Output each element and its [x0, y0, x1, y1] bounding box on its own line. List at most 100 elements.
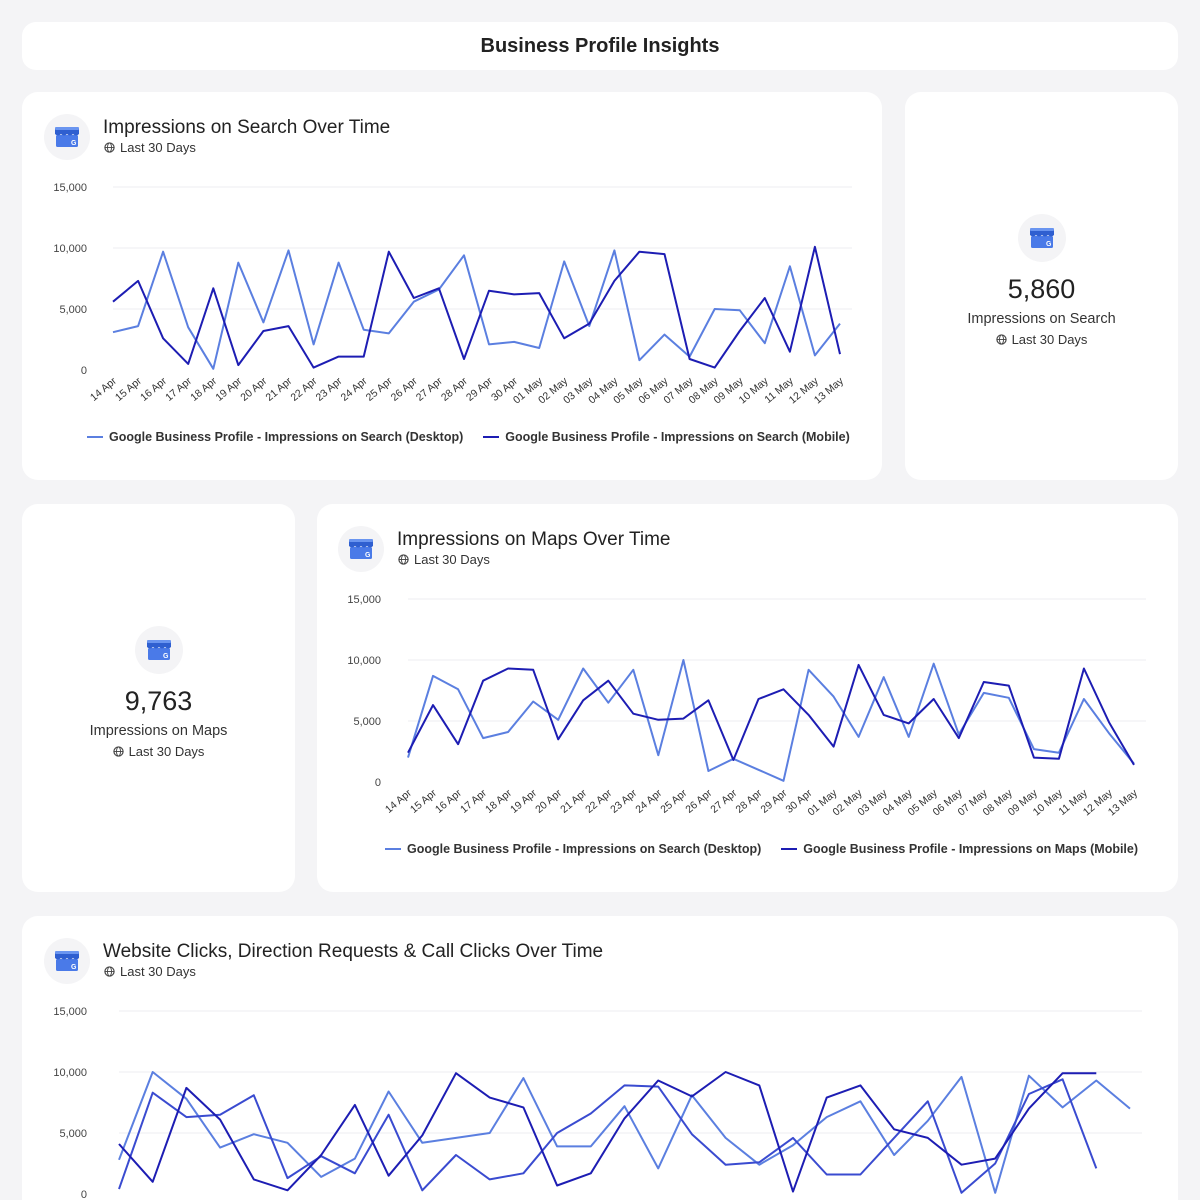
x-tick-label: 20 Apr [238, 375, 269, 404]
page-title: Business Profile Insights [480, 34, 720, 57]
x-tick-label: 18 Apr [483, 787, 514, 816]
x-tick-label: 15 Apr [408, 787, 439, 816]
x-tick-label: 19 Apr [213, 375, 244, 404]
series-line [118, 1071, 1131, 1194]
kpi-search: G 5,860 Impressions on Search Last 30 Da… [905, 214, 1178, 347]
globe-icon [104, 966, 115, 977]
x-tick-label: 14 Apr [383, 787, 414, 816]
google-business-profile-icon: G [44, 114, 90, 160]
globe-icon [112, 746, 124, 757]
legend-swatch [87, 436, 103, 438]
x-tick-label: 28 Apr [439, 375, 470, 404]
y-tick-label: 10,000 [53, 243, 87, 255]
x-tick-label: 23 Apr [314, 375, 345, 404]
x-tick-label: 20 Apr [533, 787, 564, 816]
globe-icon [398, 554, 409, 565]
maps-impressions-card: G Impressions on Maps Over Time Last 30 … [317, 504, 1178, 892]
x-tick-label: 14 Apr [88, 375, 119, 404]
legend-label: Google Business Profile - Impressions on… [803, 842, 1139, 856]
x-tick-label: 22 Apr [583, 787, 614, 816]
legend-item-desktop: Google Business Profile - Impressions on… [87, 430, 463, 444]
svg-text:G: G [71, 140, 77, 147]
chart-title: Impressions on Search Over Time [103, 117, 391, 138]
google-business-profile-icon: G [338, 526, 384, 572]
globe-icon [995, 334, 1007, 345]
x-tick-label: 27 Apr [708, 787, 739, 816]
x-tick-label: 25 Apr [658, 787, 689, 816]
legend-label: Google Business Profile - Impressions on… [407, 842, 762, 856]
y-tick-label: 5,000 [353, 716, 381, 728]
kpi-label: Impressions on Search [967, 311, 1116, 327]
series-line [118, 1078, 1098, 1194]
chart-period: Last 30 Days [398, 552, 490, 567]
series-line [407, 659, 1135, 782]
kpi-period-label: Last 30 Days [128, 744, 205, 759]
clicks-card: G Website Clicks, Direction Requests & C… [22, 916, 1178, 1200]
svg-text:G: G [163, 653, 169, 660]
kpi-period: Last 30 Days [995, 332, 1088, 347]
x-tick-label: 25 Apr [364, 375, 395, 404]
series-line [407, 663, 1135, 766]
y-tick-label: 15,000 [53, 1006, 87, 1018]
globe-icon [104, 142, 115, 153]
legend-swatch [385, 848, 401, 850]
kpi-period: Last 30 Days [112, 744, 205, 759]
x-tick-label: 13 May [812, 375, 847, 407]
series-line [112, 249, 841, 370]
x-tick-label: 16 Apr [433, 787, 464, 816]
x-tick-label: 19 Apr [508, 787, 539, 816]
x-tick-label: 29 Apr [464, 375, 495, 404]
google-business-profile-icon: G [1017, 214, 1066, 262]
kpi-value: 9,763 [124, 686, 193, 716]
chart-period: Last 30 Days [104, 964, 196, 979]
y-tick-label: 15,000 [347, 594, 381, 606]
y-tick-label: 10,000 [347, 655, 381, 667]
x-tick-label: 29 Apr [758, 787, 789, 816]
y-tick-label: 5,000 [59, 1128, 87, 1140]
legend-item-mobile: Google Business Profile - Impressions on… [483, 430, 850, 444]
x-tick-label: 21 Apr [558, 787, 589, 816]
clicks-chart: 0 5,000 10,000 15,000 [53, 1006, 1142, 1200]
google-business-profile-icon: G [44, 938, 90, 984]
series-line [118, 1071, 1097, 1193]
svg-text:G: G [365, 552, 371, 559]
y-tick-label: 15,000 [53, 182, 87, 194]
google-business-profile-icon: G [134, 626, 183, 674]
kpi-label: Impressions on Maps [89, 723, 228, 739]
y-tick-label: 0 [81, 365, 87, 377]
x-tick-label: 15 Apr [113, 375, 144, 404]
x-tick-label: 26 Apr [683, 787, 714, 816]
x-tick-label: 27 Apr [414, 375, 445, 404]
x-tick-label: 28 Apr [733, 787, 764, 816]
kpi-period-label: Last 30 Days [1011, 332, 1088, 347]
svg-text:G: G [71, 964, 77, 971]
y-tick-label: 0 [375, 777, 381, 789]
legend-swatch [781, 848, 798, 850]
chart-period-label: Last 30 Days [120, 964, 196, 979]
legend-label: Google Business Profile - Impressions on… [109, 430, 464, 444]
legend-item-mobile: Google Business Profile - Impressions on… [781, 842, 1138, 856]
kpi-card-search: G 5,860 Impressions on Search Last 30 Da… [905, 92, 1178, 480]
chart-period: Last 30 Days [104, 140, 196, 155]
chart-title: Website Clicks, Direction Requests & Cal… [103, 941, 604, 962]
kpi-maps: G 9,763 Impressions on Maps Last 30 Days [22, 626, 295, 759]
x-tick-label: 23 Apr [608, 787, 639, 816]
chart-legend: Google Business Profile - Impressions on… [87, 430, 850, 444]
x-tick-label: 22 Apr [289, 375, 320, 404]
x-tick-label: 18 Apr [188, 375, 219, 404]
x-tick-label: 26 Apr [389, 375, 420, 404]
x-tick-label: 13 May [1106, 787, 1141, 819]
y-tick-label: 5,000 [59, 304, 87, 316]
search-impressions-card: G Impressions on Search Over Time Last 3… [22, 92, 882, 480]
legend-swatch [483, 436, 500, 438]
series-line [112, 245, 841, 369]
legend-item-desktop: Google Business Profile - Impressions on… [385, 842, 761, 856]
x-tick-label: 24 Apr [339, 375, 370, 404]
x-tick-label: 21 Apr [263, 375, 294, 404]
y-tick-label: 0 [81, 1189, 87, 1200]
y-tick-label: 10,000 [53, 1067, 87, 1079]
kpi-card-maps: G 9,763 Impressions on Maps Last 30 Days [22, 504, 295, 892]
x-tick-label: 17 Apr [458, 787, 489, 816]
